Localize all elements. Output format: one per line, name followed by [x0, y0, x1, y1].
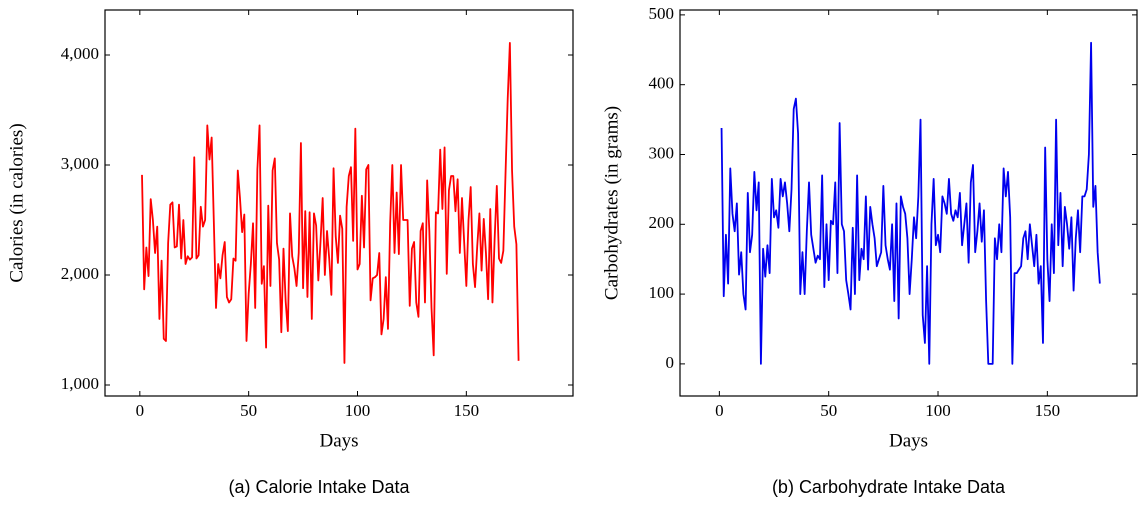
y-tick-label: 100: [649, 283, 675, 302]
x-tick-label: 0: [715, 401, 724, 420]
x-tick-label: 0: [136, 401, 145, 420]
y-tick-label: 400: [649, 74, 675, 93]
y-tick-label: 1,000: [61, 374, 99, 393]
x-axis-label: Days: [889, 430, 928, 451]
y-tick-label: 4,000: [61, 44, 99, 63]
x-tick-label: 100: [925, 401, 951, 420]
caption: (b) Carbohydrate Intake Data: [772, 477, 1006, 497]
data-line: [720, 41, 1101, 365]
plot-frame: [679, 9, 1138, 397]
x-tick-label: 50: [240, 401, 257, 420]
caption: (a) Calorie Intake Data: [228, 477, 410, 497]
y-tick-label: 2,000: [61, 264, 99, 283]
y-tick-label: 0: [666, 353, 675, 372]
x-tick-label: 150: [1035, 401, 1061, 420]
y-tick-label: 200: [649, 213, 675, 232]
y-axis-label: Calories (in calories): [6, 123, 27, 282]
plot-frame: [104, 9, 574, 397]
y-tick-label: 300: [649, 143, 675, 162]
y-axis-label: Carbohydrates (in grams): [601, 106, 622, 300]
data-line: [141, 41, 520, 364]
y-tick-label: 500: [649, 4, 675, 23]
x-tick-label: 100: [345, 401, 371, 420]
x-tick-label: 150: [454, 401, 480, 420]
y-tick-label: 3,000: [61, 154, 99, 173]
x-axis-label: Days: [319, 430, 358, 451]
x-tick-label: 50: [820, 401, 837, 420]
